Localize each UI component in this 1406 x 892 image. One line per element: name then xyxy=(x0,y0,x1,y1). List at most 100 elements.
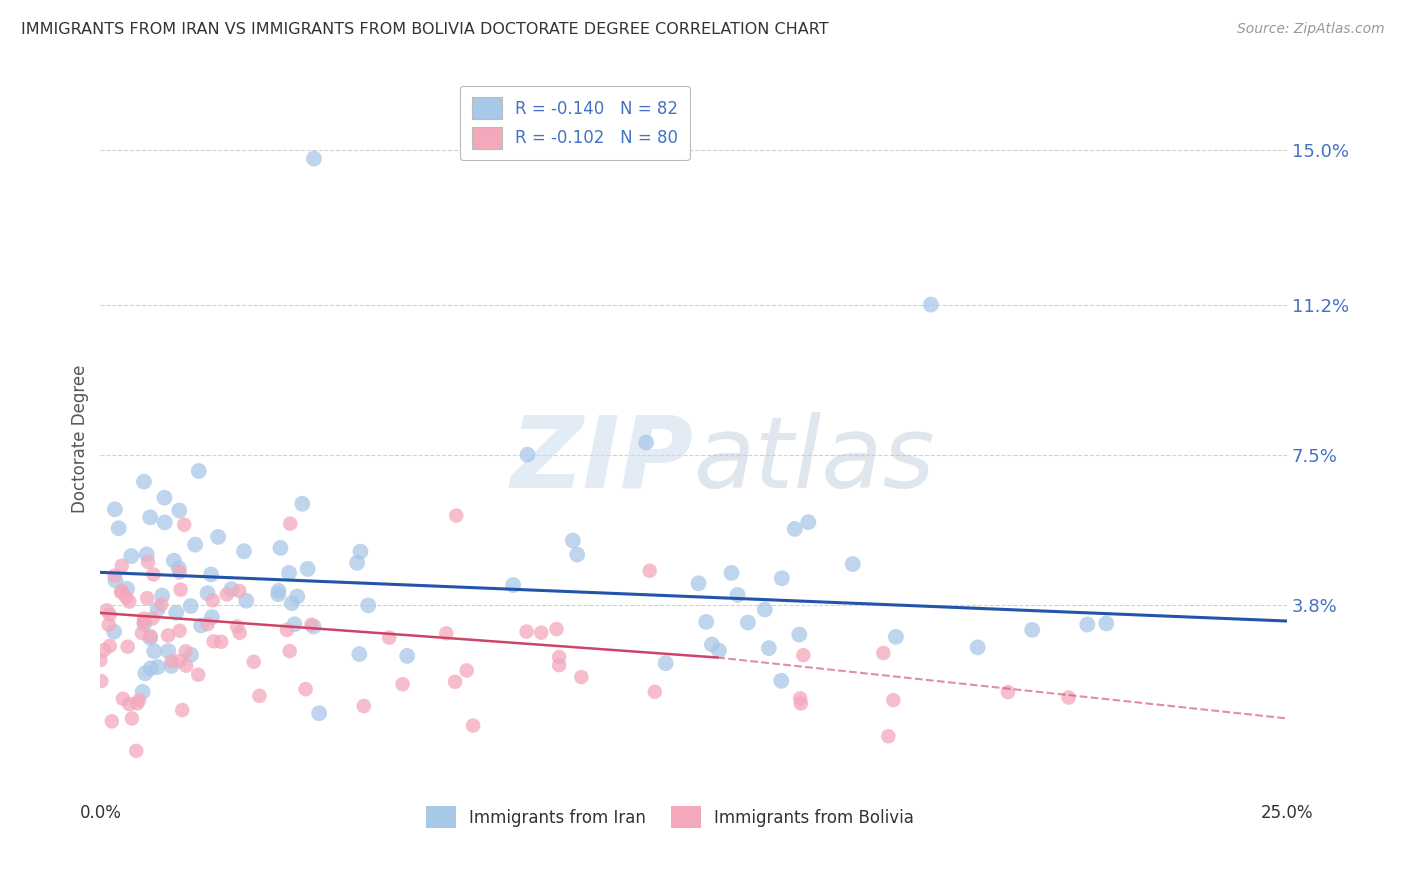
Point xyxy=(548,650,571,665)
Point xyxy=(636,435,658,450)
Point xyxy=(142,567,165,582)
Point xyxy=(131,626,153,640)
Point xyxy=(132,615,155,629)
Point xyxy=(877,729,900,743)
Point xyxy=(278,644,301,658)
Point xyxy=(121,711,143,725)
Point xyxy=(792,648,814,663)
Point xyxy=(101,714,124,729)
Point xyxy=(456,664,478,678)
Point xyxy=(502,578,524,592)
Text: atlas: atlas xyxy=(693,411,935,508)
Point xyxy=(110,585,132,599)
Point xyxy=(308,706,330,721)
Legend: Immigrants from Iran, Immigrants from Bolivia: Immigrants from Iran, Immigrants from Bo… xyxy=(419,800,921,835)
Point xyxy=(153,491,176,505)
Point xyxy=(516,448,538,462)
Point xyxy=(184,538,207,552)
Point xyxy=(737,615,759,630)
Point xyxy=(548,658,571,673)
Point xyxy=(1076,617,1098,632)
Point xyxy=(98,639,121,653)
Point xyxy=(787,627,810,641)
Point xyxy=(842,557,865,571)
Point xyxy=(228,583,250,598)
Point xyxy=(180,599,202,613)
Point xyxy=(131,685,153,699)
Point xyxy=(135,548,157,562)
Point xyxy=(754,602,776,616)
Point xyxy=(96,603,118,617)
Point xyxy=(167,561,190,575)
Point xyxy=(797,515,820,529)
Point xyxy=(134,616,156,631)
Point xyxy=(153,516,176,530)
Point xyxy=(569,670,592,684)
Point xyxy=(758,641,780,656)
Point xyxy=(463,718,485,732)
Text: ZIP: ZIP xyxy=(510,411,693,508)
Point xyxy=(139,661,162,675)
Point xyxy=(146,602,169,616)
Point xyxy=(790,697,813,711)
Point xyxy=(242,655,264,669)
Point xyxy=(434,626,457,640)
Point xyxy=(163,554,186,568)
Point xyxy=(299,617,322,632)
Point xyxy=(132,475,155,489)
Point xyxy=(285,590,308,604)
Point xyxy=(1057,690,1080,705)
Point xyxy=(278,566,301,580)
Point xyxy=(770,571,793,585)
Point xyxy=(226,619,249,633)
Point xyxy=(201,610,224,624)
Point xyxy=(136,555,159,569)
Point xyxy=(93,643,115,657)
Point xyxy=(446,508,468,523)
Point xyxy=(115,591,138,605)
Point xyxy=(302,619,325,633)
Point xyxy=(115,582,138,596)
Point xyxy=(160,659,183,673)
Point xyxy=(118,594,141,608)
Point xyxy=(783,522,806,536)
Point xyxy=(197,617,219,632)
Point xyxy=(882,693,904,707)
Point xyxy=(202,634,225,648)
Point xyxy=(530,625,553,640)
Point xyxy=(89,653,111,667)
Point xyxy=(283,617,305,632)
Point xyxy=(169,624,191,638)
Point xyxy=(125,744,148,758)
Point xyxy=(118,697,141,711)
Point xyxy=(143,644,166,658)
Point xyxy=(707,643,730,657)
Point xyxy=(134,666,156,681)
Point xyxy=(281,596,304,610)
Point xyxy=(1021,623,1043,637)
Point xyxy=(150,598,173,612)
Point xyxy=(997,685,1019,699)
Point xyxy=(207,530,229,544)
Point xyxy=(157,628,180,642)
Point xyxy=(139,510,162,524)
Point xyxy=(104,574,127,588)
Point xyxy=(920,297,942,311)
Point xyxy=(353,698,375,713)
Point xyxy=(516,624,538,639)
Point xyxy=(200,567,222,582)
Point xyxy=(172,703,194,717)
Point xyxy=(396,648,419,663)
Point xyxy=(132,612,155,626)
Point xyxy=(187,464,209,478)
Point xyxy=(103,624,125,639)
Point xyxy=(104,502,127,516)
Point xyxy=(111,558,134,573)
Point xyxy=(966,640,988,655)
Point xyxy=(128,693,150,707)
Point xyxy=(110,584,132,599)
Point xyxy=(233,544,256,558)
Point xyxy=(104,568,127,582)
Point xyxy=(346,556,368,570)
Point xyxy=(174,658,197,673)
